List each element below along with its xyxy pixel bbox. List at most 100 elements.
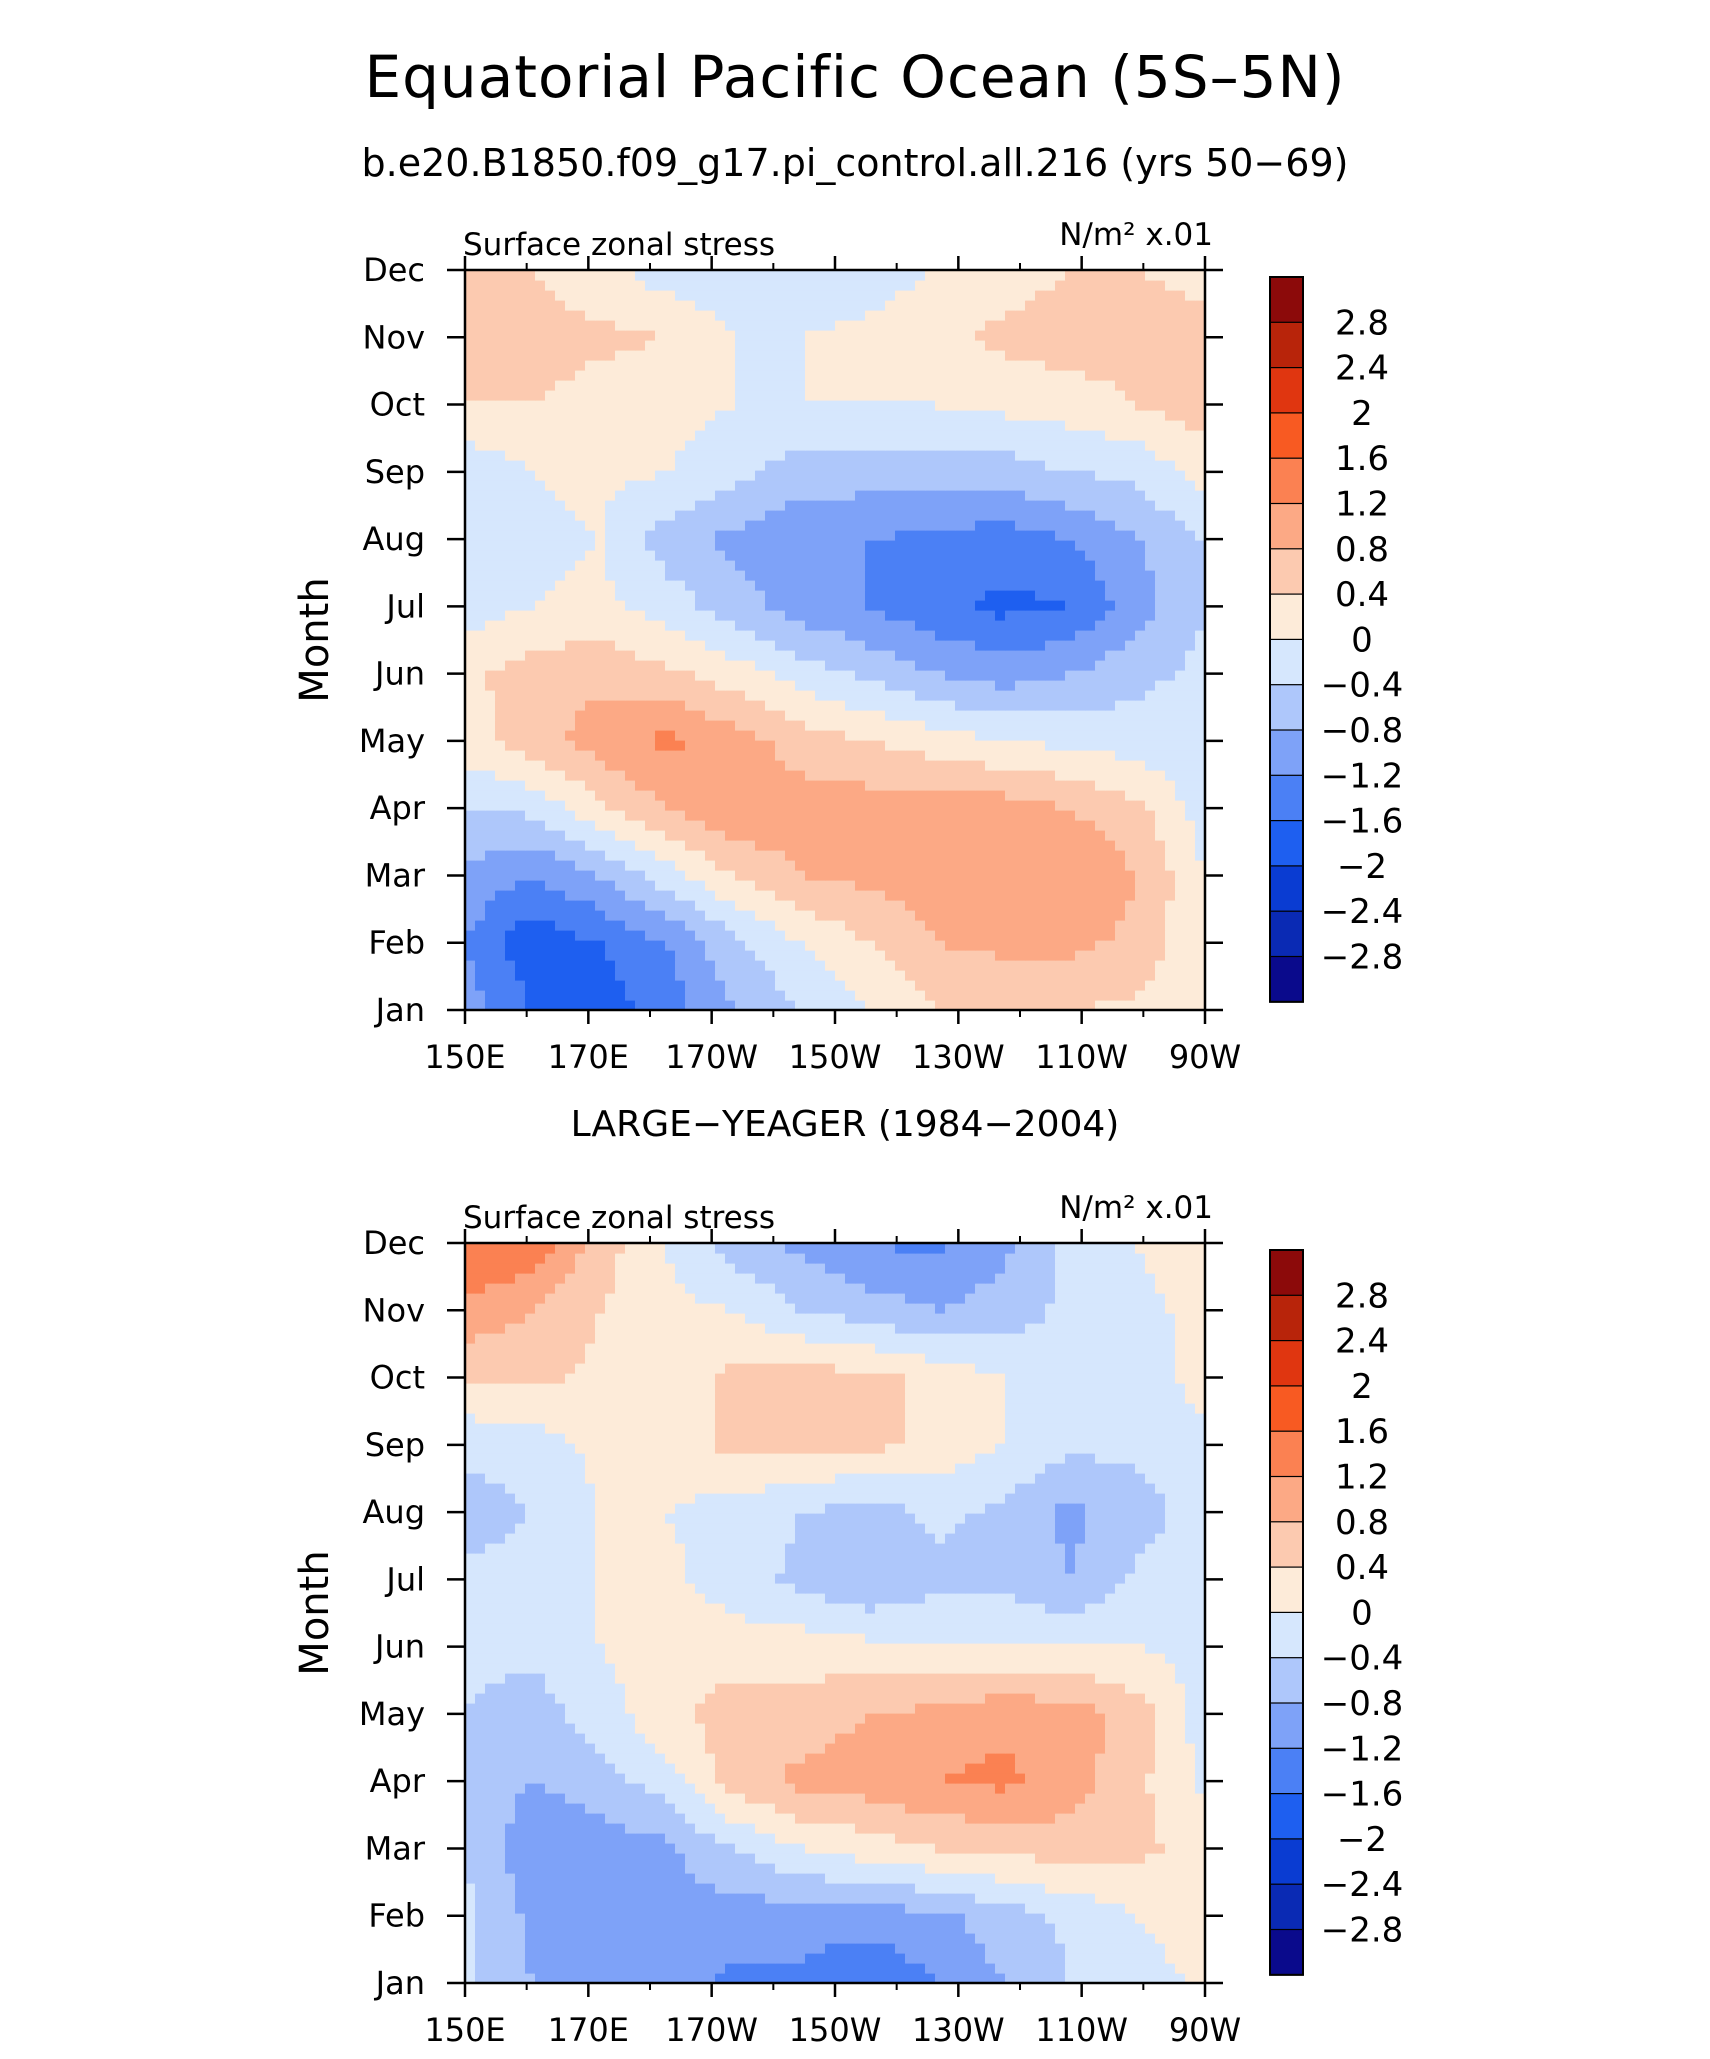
heatmap-cell	[855, 810, 866, 821]
heatmap-cell	[565, 580, 576, 591]
heatmap-cell	[775, 950, 786, 961]
heatmap-cell	[745, 780, 756, 791]
heatmap-cell	[1105, 680, 1116, 691]
heatmap-cell	[535, 760, 546, 771]
heatmap-cell	[1165, 510, 1176, 521]
heatmap-cell	[985, 950, 996, 961]
heatmap-cell	[985, 960, 996, 971]
heatmap-cell	[565, 930, 576, 941]
heatmap-cell	[745, 820, 756, 831]
heatmap-cell	[555, 440, 566, 451]
heatmap-cell	[1165, 620, 1176, 631]
heatmap-cell	[875, 480, 886, 491]
heatmap-cell	[865, 600, 876, 611]
heatmap-cell	[725, 640, 736, 651]
heatmap-cell	[605, 730, 616, 741]
heatmap-cell	[565, 900, 576, 911]
heatmap-cell	[1075, 850, 1086, 861]
heatmap-cell	[1045, 620, 1056, 631]
heatmap-cell	[855, 900, 866, 911]
heatmap-cell	[675, 790, 686, 801]
heatmap-cell	[655, 600, 666, 611]
heatmap-cell	[1125, 400, 1136, 411]
heatmap-cell	[595, 390, 606, 401]
heatmap-cell	[645, 490, 656, 501]
heatmap-cell	[635, 440, 646, 451]
heatmap-cell	[735, 690, 746, 701]
heatmap-cell	[715, 680, 726, 691]
heatmap-cell	[1135, 890, 1146, 901]
heatmap-cell	[705, 750, 716, 761]
heatmap-cell	[995, 710, 1006, 721]
heatmap-cell	[905, 930, 916, 941]
heatmap-cell	[1005, 750, 1016, 761]
heatmap-cell	[605, 740, 616, 751]
heatmap-cell	[865, 360, 876, 371]
heatmap-cell	[915, 880, 926, 891]
heatmap-cell	[955, 780, 966, 791]
heatmap-cell	[875, 690, 886, 701]
heatmap-cell	[1165, 850, 1176, 861]
heatmap-cell	[735, 450, 746, 461]
heatmap-cell	[705, 630, 716, 641]
heatmap-cell	[775, 800, 786, 811]
heatmap-cell	[835, 870, 846, 881]
heatmap-cell	[1115, 840, 1126, 851]
heatmap-cell	[465, 480, 476, 491]
heatmap-cell	[825, 470, 836, 481]
heatmap-cell	[535, 750, 546, 761]
heatmap-cell	[1035, 750, 1046, 761]
heatmap-cell	[855, 570, 866, 581]
heatmap-cell	[675, 760, 686, 771]
heatmap-cell	[475, 530, 486, 541]
heatmap-cell	[1015, 520, 1026, 531]
heatmap-cell	[635, 390, 646, 401]
heatmap-cell	[485, 830, 496, 841]
heatmap-cell	[755, 630, 766, 641]
heatmap-cell	[1025, 370, 1036, 381]
heatmap-cell	[685, 850, 696, 861]
heatmap-cell	[965, 650, 976, 661]
heatmap-cell	[755, 950, 766, 961]
heatmap-cell	[575, 830, 586, 841]
heatmap-cell	[775, 480, 786, 491]
heatmap-cell	[695, 960, 706, 971]
heatmap-cell	[735, 580, 746, 591]
heatmap-cell	[1055, 690, 1066, 701]
heatmap-cell	[1105, 880, 1116, 891]
heatmap-cell	[1165, 960, 1176, 971]
heatmap-cell	[1175, 340, 1186, 351]
heatmap-cell	[1175, 900, 1186, 911]
heatmap-cell	[1005, 800, 1016, 811]
heatmap-cell	[665, 800, 676, 811]
heatmap-cell	[865, 960, 876, 971]
heatmap-cell	[555, 920, 566, 931]
heatmap-cell	[635, 890, 646, 901]
heatmap-cell	[645, 540, 656, 551]
heatmap-cell	[825, 430, 836, 441]
heatmap-cell	[715, 670, 726, 681]
heatmap-cell	[535, 920, 546, 931]
heatmap-cell	[1055, 900, 1066, 911]
heatmap-cell	[1165, 930, 1176, 941]
heatmap-cell	[1005, 650, 1016, 661]
heatmap-cell	[735, 930, 746, 941]
heatmap-cell	[765, 720, 776, 731]
heatmap-cell	[775, 440, 786, 451]
heatmap-cell	[695, 640, 706, 651]
heatmap-cell	[785, 510, 796, 521]
heatmap-cell	[715, 870, 726, 881]
heatmap-cell	[535, 950, 546, 961]
heatmap-cell	[805, 840, 816, 851]
heatmap-cell	[1125, 960, 1136, 971]
heatmap-cell	[985, 410, 996, 421]
heatmap-cell	[935, 770, 946, 781]
heatmap-cell	[655, 670, 666, 681]
heatmap-cell	[575, 710, 586, 721]
heatmap-cell	[1025, 350, 1036, 361]
heatmap-cell	[525, 740, 536, 751]
heatmap-cell	[975, 790, 986, 801]
heatmap-cell	[785, 640, 796, 651]
heatmap-cell	[715, 970, 726, 981]
heatmap-cell	[545, 970, 556, 981]
